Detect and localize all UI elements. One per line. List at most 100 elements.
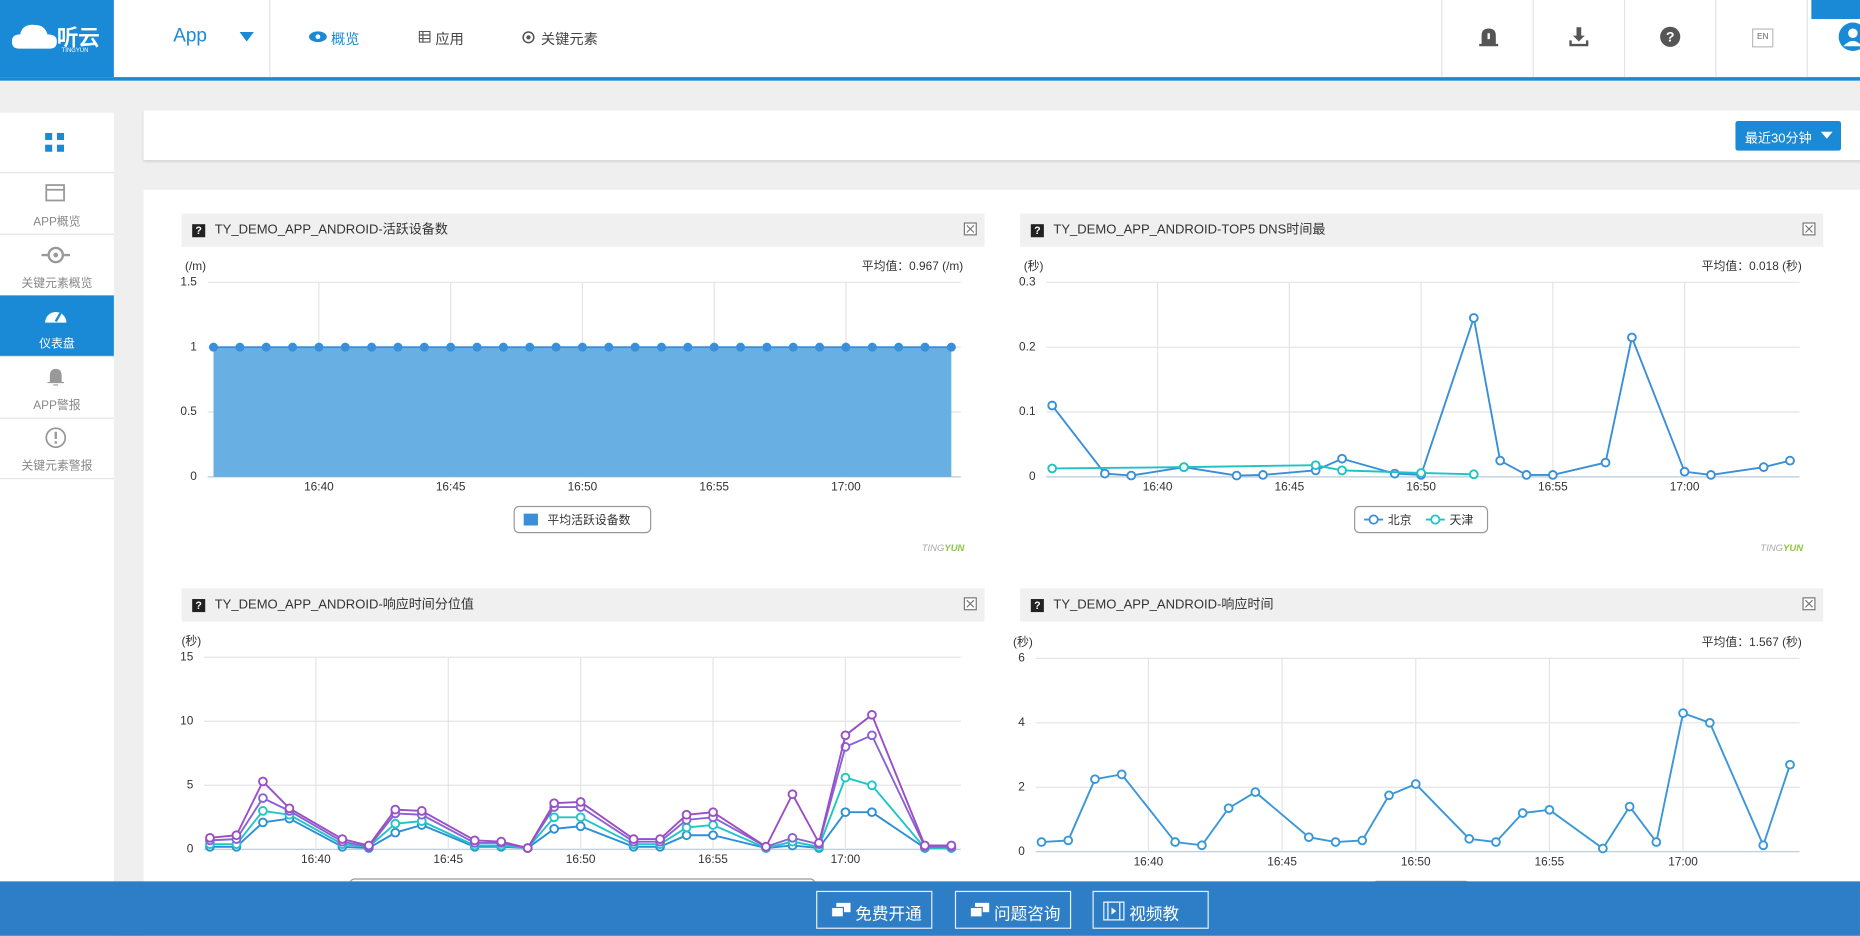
x-tick-label: 17:00 — [1670, 480, 1700, 494]
lang-button[interactable]: EN — [1715, 0, 1806, 78]
y-tick-label: 0 — [187, 841, 194, 855]
time-range-button[interactable]: 最近30分钟 — [1735, 120, 1842, 151]
gauge-icon — [45, 311, 67, 323]
footer-button[interactable]: 问题咨询 — [954, 890, 1072, 929]
point — [894, 342, 904, 352]
point — [1389, 468, 1400, 479]
lang-label: EN — [1752, 28, 1774, 48]
nav-item[interactable]: 概览 — [330, 30, 360, 48]
table-icon — [418, 30, 431, 43]
sidebar-item[interactable]: 关键元素警报 — [0, 418, 114, 480]
sidebar-label: 关键元素警报 — [21, 460, 93, 474]
menu-toggle[interactable] — [0, 113, 114, 174]
y-tick-label: 0.3 — [1019, 274, 1036, 288]
point — [577, 342, 587, 352]
point — [1598, 843, 1608, 854]
point — [575, 812, 586, 823]
point — [1223, 803, 1234, 814]
point — [1704, 717, 1715, 728]
footer-button[interactable]: 视频教 — [1092, 890, 1209, 929]
corner-badge[interactable] — [1811, 0, 1860, 19]
chat-icon — [831, 902, 851, 918]
logo[interactable]: 听云 TINGYUN — [0, 0, 114, 78]
sidebar-item[interactable]: APP概览 — [0, 173, 114, 235]
point — [1197, 840, 1207, 851]
point — [1679, 466, 1690, 477]
chat-icon — [970, 902, 990, 918]
point — [390, 804, 401, 815]
point — [1337, 465, 1347, 476]
point — [1330, 837, 1341, 847]
point — [1491, 837, 1501, 847]
point — [655, 834, 665, 844]
point — [1706, 470, 1716, 480]
point — [681, 809, 692, 820]
point — [1468, 469, 1479, 480]
point — [498, 342, 508, 352]
nav-item[interactable]: 应用 — [435, 30, 464, 48]
close-x — [966, 224, 975, 233]
point — [258, 806, 268, 816]
sidebar-item[interactable]: APP警报 — [0, 357, 114, 419]
point — [1170, 837, 1181, 847]
close-x — [1805, 224, 1813, 233]
help-button[interactable]: ? — [1623, 0, 1715, 78]
point — [1036, 837, 1047, 847]
download-button[interactable] — [1532, 0, 1624, 78]
average-label: 平均值：1.567 (秒) — [1702, 635, 1802, 649]
y-tick-label: 6 — [1018, 650, 1025, 664]
line — [209, 713, 952, 850]
user-button[interactable] — [1806, 0, 1860, 78]
y-tick-label: 4 — [1018, 715, 1025, 729]
legend-label: 平均活跃设备数 — [547, 513, 630, 527]
nav-item[interactable]: 关键元素 — [540, 30, 598, 48]
point — [1758, 462, 1769, 472]
area — [213, 347, 952, 477]
legend — [513, 505, 652, 534]
app-select[interactable]: App — [173, 26, 207, 47]
x-tick-label: 17:00 — [831, 480, 861, 494]
point — [1651, 837, 1662, 847]
legend-label: 天津 — [1450, 513, 1474, 527]
point — [1063, 835, 1074, 846]
chart-header — [181, 588, 985, 622]
point — [761, 841, 771, 852]
y-tick-label: 1.5 — [180, 274, 197, 288]
y-tick-label: 2 — [1018, 779, 1025, 793]
window-icon — [45, 184, 65, 202]
point — [814, 838, 824, 848]
point — [815, 342, 825, 352]
point — [708, 830, 718, 841]
point — [1517, 808, 1528, 818]
help-icon: ? — [1660, 26, 1681, 47]
y-tick-label: 0 — [1018, 844, 1025, 858]
point — [1464, 833, 1475, 844]
legend-marker — [1368, 514, 1379, 525]
point — [340, 342, 350, 352]
point — [920, 342, 930, 352]
top-bar — [0, 0, 1860, 81]
sidebar-item-active[interactable]: 仪表盘 — [0, 295, 114, 358]
x-tick-label: 16:50 — [1401, 855, 1431, 869]
x-tick-label: 16:50 — [566, 852, 596, 866]
point — [628, 834, 639, 844]
line — [1041, 711, 1791, 850]
x-tick-label: 16:55 — [699, 480, 729, 494]
footer-button[interactable]: 免费开通 — [816, 890, 933, 929]
x-tick-label: 16:45 — [433, 852, 463, 866]
point — [1116, 769, 1127, 780]
legend-marker — [1430, 514, 1441, 525]
dropdown-arrow[interactable] — [239, 32, 254, 42]
y-tick-label: 15 — [180, 649, 194, 663]
point — [390, 827, 401, 838]
y-tick-label: 1 — [190, 339, 197, 353]
point — [393, 342, 403, 352]
alarm-button[interactable] — [1441, 0, 1532, 78]
sidebar-label: APP概览 — [33, 215, 81, 229]
x-tick-label: 17:00 — [1668, 855, 1698, 869]
x-tick-label: 16:45 — [1267, 855, 1297, 869]
point — [1337, 453, 1347, 464]
unit-label: (秒) — [181, 634, 201, 648]
y-tick-label: 5 — [187, 777, 194, 791]
point — [337, 834, 348, 844]
